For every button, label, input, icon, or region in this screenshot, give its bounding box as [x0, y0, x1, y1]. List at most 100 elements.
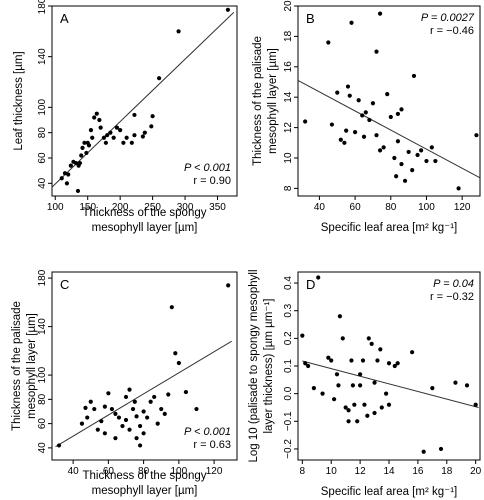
x-axis-label: Specific leaf area [m² kg⁻¹]	[321, 486, 457, 498]
data-point	[360, 113, 365, 118]
data-point	[366, 336, 371, 341]
y-tick-label: 100	[37, 99, 48, 116]
data-point	[453, 380, 458, 385]
data-point	[347, 93, 352, 98]
y-tick-label: 100	[37, 366, 48, 383]
data-point	[395, 139, 401, 144]
x-tick-label: 60	[350, 202, 362, 213]
data-point	[378, 347, 383, 352]
data-point	[88, 399, 93, 404]
data-point	[395, 111, 401, 117]
data-point	[411, 73, 417, 79]
x-tick-label: 10	[326, 466, 338, 477]
data-point	[342, 140, 347, 145]
data-point	[79, 421, 85, 426]
p-value: P < 0.001	[184, 162, 231, 174]
data-point	[56, 443, 62, 448]
data-point	[303, 361, 308, 366]
data-point	[352, 130, 358, 135]
y-tick-label: 18	[283, 30, 294, 42]
data-point	[162, 411, 167, 417]
data-point	[134, 414, 139, 419]
p-value: P = 0.0027	[421, 12, 475, 24]
data-point	[326, 355, 331, 360]
data-point	[375, 358, 380, 363]
data-point	[97, 117, 102, 123]
data-point	[386, 361, 392, 366]
data-point	[374, 133, 379, 138]
x-tick-label: 14	[383, 466, 395, 477]
data-point	[127, 427, 132, 432]
y-tick-label: −0.1	[283, 411, 294, 431]
data-point	[225, 7, 231, 12]
data-point	[386, 402, 392, 407]
data-point	[424, 158, 429, 164]
data-point	[377, 148, 383, 153]
data-point	[94, 111, 99, 116]
data-point	[355, 419, 360, 424]
data-point	[137, 423, 143, 429]
data-point	[344, 128, 349, 133]
x-axis-label: Specific leaf area [m² kg⁻¹]	[321, 222, 457, 234]
data-point	[145, 415, 150, 420]
data-point	[329, 358, 334, 363]
data-point	[114, 125, 120, 130]
data-point	[358, 372, 363, 377]
data-point	[365, 413, 370, 418]
y-tick-label: 60	[37, 418, 48, 430]
x-axis-label: mesophyll layer [µm]	[92, 485, 198, 497]
panel-label: A	[60, 11, 69, 26]
y-tick-label: 140	[37, 48, 48, 65]
data-point	[336, 383, 341, 388]
data-point	[62, 171, 68, 176]
data-point	[140, 134, 145, 139]
data-point	[159, 406, 164, 412]
data-point	[111, 135, 116, 140]
data-point	[410, 168, 415, 173]
x-tick-label: 100	[171, 466, 188, 477]
x-axis-label: Thickness of the spongy	[82, 470, 206, 482]
x-tick-label: 40	[314, 202, 326, 213]
data-point	[155, 421, 160, 426]
data-point	[474, 133, 479, 138]
data-point	[66, 172, 71, 177]
data-point	[59, 176, 64, 181]
data-point	[349, 20, 354, 25]
data-point	[83, 405, 88, 410]
x-tick-label: 40	[68, 466, 80, 477]
data-point	[399, 161, 404, 167]
y-tick-label: 80	[37, 127, 48, 139]
y-axis-label: mesophyll layer [µm]	[26, 313, 38, 419]
data-point	[352, 402, 357, 407]
data-point	[379, 405, 384, 410]
y-tick-label: 12	[283, 122, 294, 134]
data-point	[141, 409, 146, 414]
data-point	[320, 391, 325, 396]
data-point	[118, 128, 123, 133]
data-point	[71, 159, 76, 164]
x-tick-label: 350	[209, 202, 226, 213]
data-point	[438, 446, 444, 452]
y-tick-label: 10	[283, 152, 294, 164]
x-axis-label: mesophyll layer [µm]	[92, 222, 198, 234]
x-tick-label: 100	[47, 202, 64, 213]
y-axis-label: Thickness of the palisade	[252, 36, 264, 166]
x-tick-label: 60	[103, 466, 115, 477]
data-point	[329, 122, 335, 127]
data-point	[85, 415, 90, 420]
data-point	[464, 383, 470, 388]
y-tick-label: 0.3	[283, 303, 294, 317]
y-axis-label: Leaf thickness [µm]	[13, 51, 25, 150]
data-point	[300, 333, 305, 338]
data-point	[343, 405, 348, 410]
data-point	[80, 145, 85, 150]
plot-frame	[51, 5, 238, 197]
data-point	[101, 135, 107, 140]
data-point	[176, 29, 181, 34]
data-point	[346, 419, 351, 424]
y-axis-label: Log 10 (palisade to spongy mesophyll	[248, 269, 260, 462]
r-value: r = 0.90	[193, 175, 231, 187]
